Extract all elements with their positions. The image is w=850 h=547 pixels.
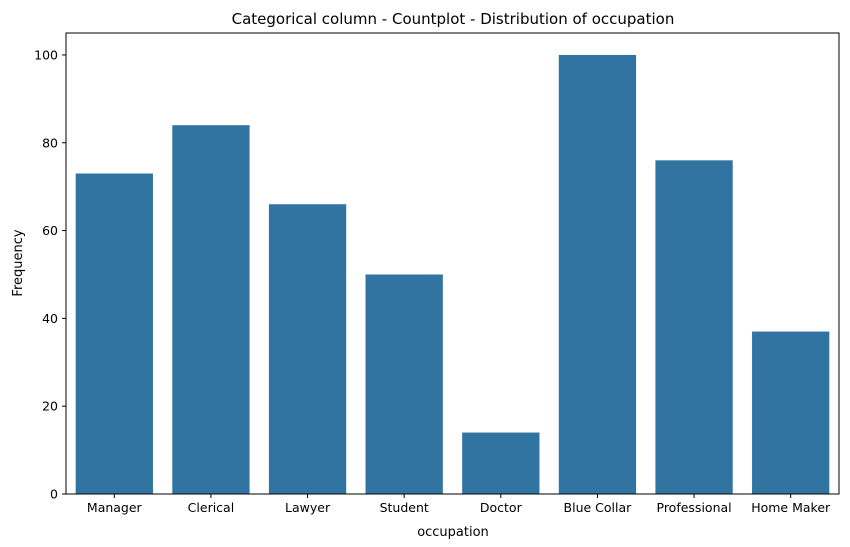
bar-student <box>365 274 443 494</box>
bar-professional <box>655 160 733 495</box>
bar-blue-collar <box>558 54 637 494</box>
x-axis: Manager Clerical Lawyer Student Doctor Blue C… <box>87 494 831 515</box>
y-tick-label: 100 <box>34 47 58 62</box>
y-tick-label: 60 <box>42 223 58 238</box>
chart-title: Categorical column - Countplot - Distrib… <box>232 10 675 28</box>
x-tick-label: Manager <box>87 500 143 515</box>
y-tick-label: 80 <box>42 135 58 150</box>
y-axis-label: Frequency <box>11 229 26 296</box>
bar-lawyer <box>268 204 347 494</box>
bar-manager <box>75 173 153 494</box>
y-tick-label: 0 <box>50 487 58 502</box>
x-tick-label: Home Maker <box>751 500 831 515</box>
y-tick-label: 40 <box>42 311 58 326</box>
x-tick-label: Clerical <box>188 500 235 515</box>
x-tick-label: Lawyer <box>285 500 331 515</box>
x-axis-label: occupation <box>417 525 489 540</box>
x-tick-label: Doctor <box>480 500 523 515</box>
bar-doctor <box>462 432 540 494</box>
bars-group <box>75 54 830 495</box>
bar-clerical <box>172 125 250 494</box>
bar-home-maker <box>752 331 830 494</box>
y-tick-label: 20 <box>42 399 58 414</box>
x-tick-label: Student <box>380 500 429 515</box>
x-tick-label: Professional <box>657 500 732 515</box>
y-axis: 0 20 40 60 80 100 <box>34 47 66 502</box>
x-tick-label: Blue Collar <box>564 500 633 515</box>
plot-frame <box>65 32 840 495</box>
